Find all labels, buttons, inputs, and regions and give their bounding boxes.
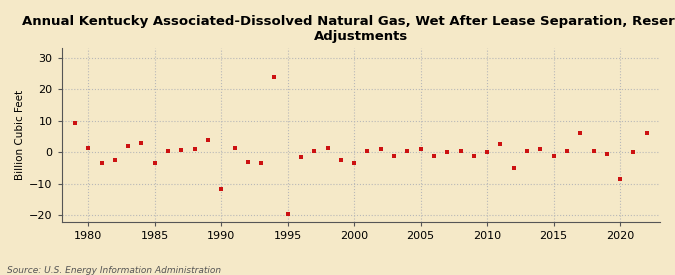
Title: Annual Kentucky Associated-Dissolved Natural Gas, Wet After Lease Separation, Re: Annual Kentucky Associated-Dissolved Nat… [22, 15, 675, 43]
Y-axis label: Billion Cubic Feet: Billion Cubic Feet [15, 90, 25, 180]
Text: Source: U.S. Energy Information Administration: Source: U.S. Energy Information Administ… [7, 266, 221, 275]
